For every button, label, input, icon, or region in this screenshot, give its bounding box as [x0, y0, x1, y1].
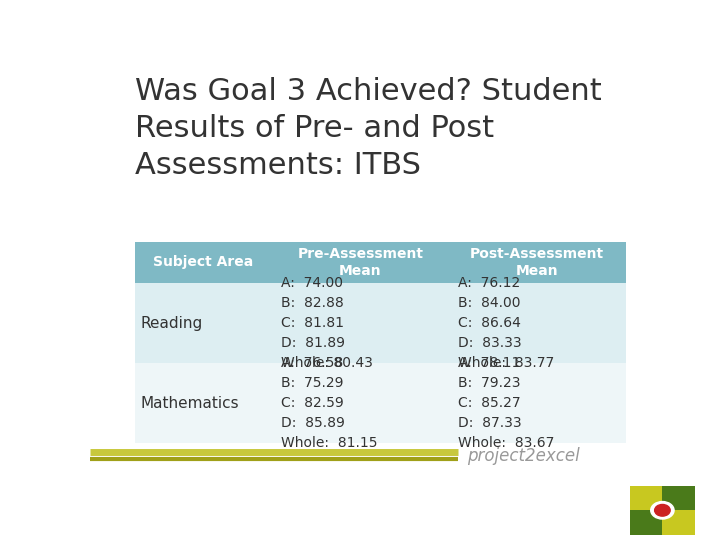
Text: project2excel: project2excel: [467, 448, 580, 465]
Bar: [449, 283, 626, 363]
Polygon shape: [662, 510, 695, 535]
Bar: [135, 283, 272, 363]
Bar: [272, 363, 449, 443]
Text: Mathematics: Mathematics: [140, 396, 239, 410]
Text: Subject Area: Subject Area: [153, 255, 253, 269]
Text: Was Goal 3 Achieved? Student
Results of Pre- and Post
Assessments: ITBS: Was Goal 3 Achieved? Student Results of …: [135, 77, 601, 180]
Text: Reading: Reading: [140, 315, 203, 330]
Text: Post-Assessment
Mean: Post-Assessment Mean: [470, 247, 604, 278]
Polygon shape: [630, 510, 662, 535]
Text: A:  76.58
B:  75.29
C:  82.59
D:  85.89
Whole:  81.15: A: 76.58 B: 75.29 C: 82.59 D: 85.89 Whol…: [281, 356, 377, 450]
Text: A:  74.00
B:  82.88
C:  81.81
D:  81.89
Whole: 80.43: A: 74.00 B: 82.88 C: 81.81 D: 81.89 Whol…: [281, 276, 373, 370]
Bar: [449, 363, 626, 443]
Bar: [135, 241, 272, 283]
Text: A:  76.12
B:  84.00
C:  86.64
D:  83.33
Whole:  83.77: A: 76.12 B: 84.00 C: 86.64 D: 83.33 Whol…: [458, 276, 554, 370]
Bar: [272, 283, 449, 363]
Polygon shape: [630, 486, 662, 510]
Text: Pre-Assessment
Mean: Pre-Assessment Mean: [297, 247, 423, 278]
Bar: [272, 241, 449, 283]
Text: A:  78.11
B:  79.23
C:  85.27
D:  87.33
Whole:  83.67: A: 78.11 B: 79.23 C: 85.27 D: 87.33 Whol…: [458, 356, 554, 450]
Polygon shape: [662, 486, 695, 510]
Circle shape: [654, 504, 670, 516]
Circle shape: [651, 502, 674, 519]
Bar: [449, 241, 626, 283]
Bar: [135, 363, 272, 443]
